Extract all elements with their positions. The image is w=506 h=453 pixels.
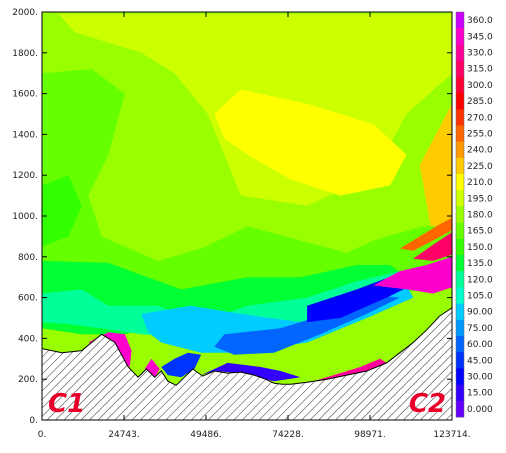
x-tick-label: 74228. — [272, 430, 304, 440]
contour-region-3 — [42, 69, 452, 314]
colorbar-swatch — [456, 157, 464, 175]
contour-region-14 — [144, 358, 160, 378]
y-tick-label: 400. — [18, 334, 38, 344]
contour-region-11 — [413, 232, 452, 261]
colorbar-label: 195.0 — [467, 194, 493, 204]
terrain-mask — [42, 307, 452, 420]
y-tick-label: 2000. — [12, 8, 38, 18]
corner-annotations: C1 C2 — [48, 389, 446, 419]
colorbar-swatch — [456, 400, 464, 418]
colorbar-swatch — [456, 336, 464, 353]
colorbar-label: 105.0 — [467, 292, 493, 302]
colorbar-swatch — [456, 174, 464, 191]
y-tick-label: 1000. — [12, 212, 38, 222]
colorbar-swatch — [456, 109, 464, 126]
colorbar-swatch — [456, 368, 464, 385]
contour-region-10 — [373, 256, 452, 294]
y-tick-label: 1400. — [12, 130, 38, 140]
contour-region-6 — [42, 271, 414, 339]
colorbar-label: 255.0 — [467, 130, 493, 140]
y-tick-label: 600. — [18, 294, 38, 304]
colorbar-label: 30.00 — [467, 373, 493, 383]
x-tick-label: 98971. — [354, 430, 386, 440]
x-tick-label: 49486. — [190, 430, 222, 440]
colorbar-label: 60.00 — [467, 340, 493, 350]
colorbar-label: 15.00 — [467, 389, 493, 399]
colorbar-swatch — [456, 12, 464, 29]
colorbar-swatch — [456, 60, 464, 78]
y-tick-label: 0. — [29, 416, 38, 426]
colorbar-label: 90.00 — [467, 308, 493, 318]
corner-label-c1: C1 — [48, 389, 85, 419]
colorbar-label: 45.00 — [467, 356, 493, 366]
colorbar-label: 360.0 — [467, 16, 493, 26]
colorbar-swatch — [456, 255, 464, 272]
contour-region-2 — [419, 103, 452, 241]
colorbar-swatch — [456, 190, 464, 207]
colorbar-swatch — [456, 44, 464, 61]
colorbar-swatch — [456, 76, 464, 94]
contour-region-17 — [307, 358, 387, 385]
colorbar-swatch — [456, 384, 464, 402]
x-axis: 0. 24743. 49486. 74228. 98971. 123714. — [38, 12, 471, 440]
colorbar-swatch — [456, 125, 464, 142]
colorbar-swatch — [456, 93, 464, 110]
colorbar-label: 75.00 — [467, 324, 493, 334]
colorbar-label: 270.0 — [467, 113, 493, 123]
colorbar-label: 0.000 — [467, 405, 493, 415]
colorbar-label: 150.0 — [467, 243, 493, 253]
colorbar-label: 120.0 — [467, 275, 493, 285]
colorbar-label: 210.0 — [467, 178, 493, 188]
y-tick-label: 200. — [18, 375, 38, 385]
colorbar-label: 330.0 — [467, 49, 493, 59]
contour-region-16 — [201, 362, 301, 382]
x-tick-label: 24743. — [108, 430, 140, 440]
y-tick-label: 1600. — [12, 90, 38, 100]
x-tick-label: 123714. — [433, 430, 470, 440]
colorbar-label: 135.0 — [467, 259, 493, 269]
contour-region-12 — [399, 218, 452, 251]
colorbar-label: 180.0 — [467, 211, 493, 221]
contour-region-15 — [161, 352, 202, 378]
colorbar: 360.0 345.0 330.0 315.0 300.0 285.0 270.0 255.0… — [455, 11, 493, 418]
y-axis: 0. 200. 400. 600. 800. 1000. 1200. 1400. 1600. 18… — [12, 8, 452, 426]
colorbar-frame — [455, 11, 465, 418]
contour-region-1 — [214, 89, 407, 196]
colorbar-swatch — [456, 303, 464, 321]
colorbar-label: 165.0 — [467, 227, 493, 237]
colorbar-label: 240.0 — [467, 146, 493, 156]
colorbar-swatch — [456, 238, 464, 256]
colorbar-swatch — [456, 319, 464, 337]
colorbar-label: 315.0 — [467, 65, 493, 75]
corner-label-c2: C2 — [409, 389, 446, 419]
colorbar-swatch — [456, 141, 464, 159]
colorbar-swatch — [456, 287, 464, 304]
x-tick-label: 0. — [38, 430, 47, 440]
colorbar-swatch — [456, 206, 464, 223]
colorbar-swatch — [456, 352, 464, 369]
colorbar-swatch — [456, 28, 464, 45]
colorbar-label: 300.0 — [467, 81, 493, 91]
y-tick-label: 1200. — [12, 171, 38, 181]
colorbar-label: 225.0 — [467, 162, 493, 172]
contour-region-7 — [141, 285, 414, 353]
plot-area — [42, 12, 452, 420]
colorbar-label: 345.0 — [467, 32, 493, 42]
contour-region-4 — [42, 175, 82, 247]
colorbar-swatch — [456, 271, 464, 288]
colorbar-swatch — [456, 222, 464, 240]
y-tick-label: 1800. — [12, 49, 38, 59]
colorbar-label: 285.0 — [467, 97, 493, 107]
y-tick-label: 800. — [18, 253, 38, 263]
